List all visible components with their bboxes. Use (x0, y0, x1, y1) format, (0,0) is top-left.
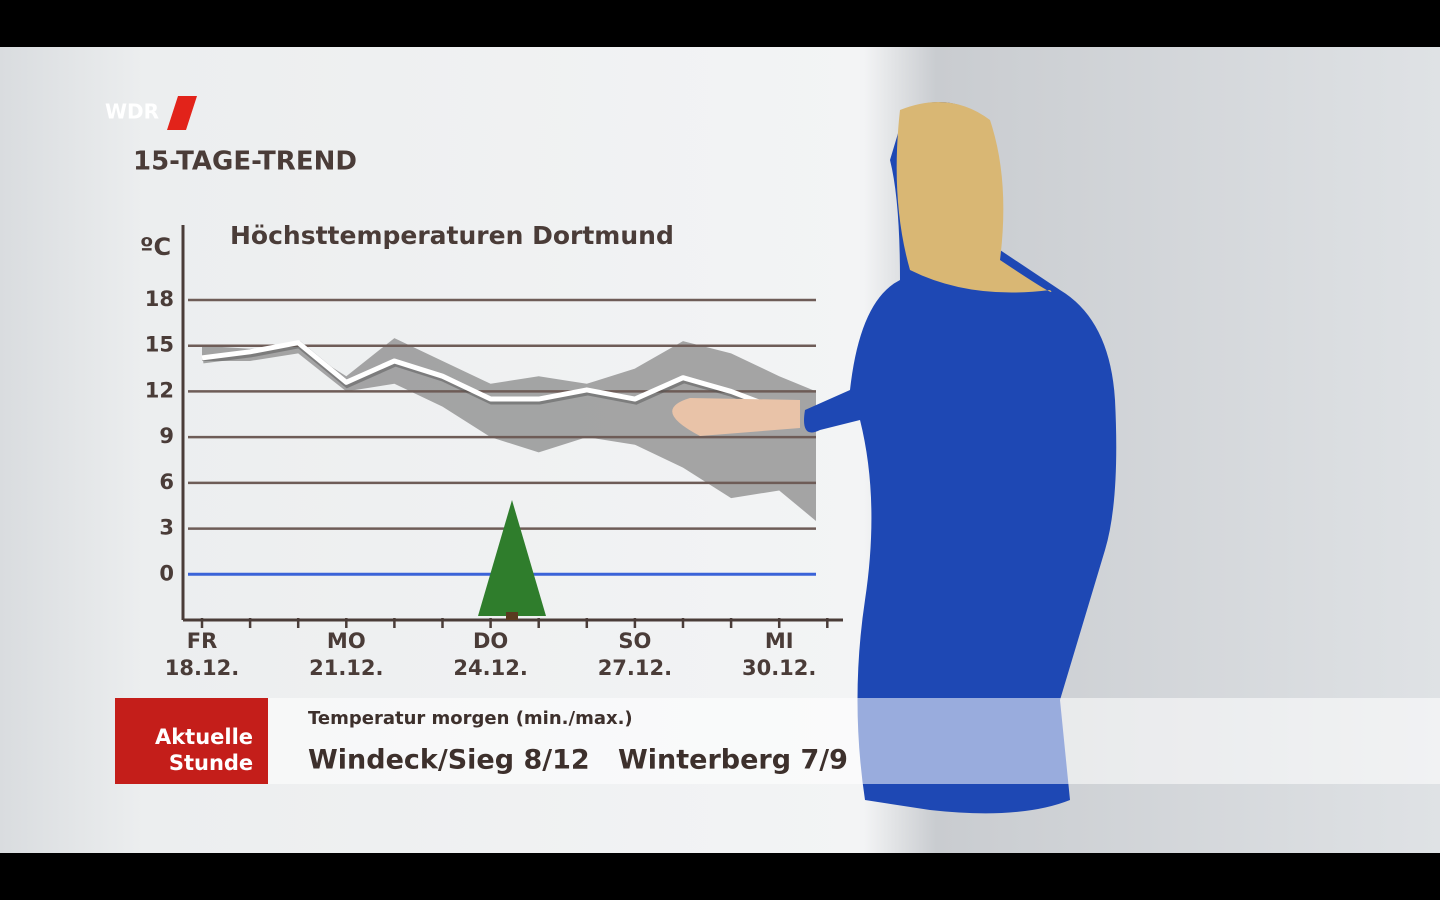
x-tick-date: 21.12. (309, 656, 383, 680)
y-tick-label: 6 (159, 470, 174, 494)
x-tick-label: FR (187, 629, 218, 653)
section-title: 15-TAGE-TREND (133, 147, 357, 177)
show-name: Stunde (169, 751, 253, 775)
ticker-heading: Temperatur morgen (min./max.) (308, 708, 633, 729)
logo: WDR (105, 96, 197, 130)
letterbox-top (0, 0, 1440, 47)
y-tick-label: 18 (145, 287, 174, 311)
x-tick-date: 24.12. (453, 656, 527, 680)
x-tick-label: MO (327, 629, 366, 653)
letterbox-bottom (0, 853, 1440, 900)
ticker-item: Winterberg 7/9 (618, 745, 848, 776)
presenter (672, 102, 1117, 814)
ticker-item: Windeck/Sieg 8/12 (308, 745, 590, 776)
chart: 0 3 6 9 12 15 18 FR 18.12. MO 21.12. DO 24.12. SO 27.1… (145, 225, 843, 680)
presenter-hand (672, 398, 800, 436)
show-badge (115, 698, 268, 784)
x-tick-date: 27.12. (598, 656, 672, 680)
presenter-hair (896, 102, 1052, 293)
x-tick-label: MI (765, 629, 794, 653)
y-tick-label: 12 (145, 378, 174, 402)
y-tick-label: 9 (159, 424, 174, 448)
x-tick-date: 18.12. (165, 656, 239, 680)
temperature-line (201, 340, 781, 413)
show-name: Aktuelle (155, 725, 253, 749)
ticker: Aktuelle Stunde Temperatur morgen (min./… (115, 698, 1440, 784)
chart-title: Höchsttemperaturen Dortmund (230, 221, 674, 250)
x-tick-label: DO (473, 629, 508, 653)
ticker-bar (268, 698, 1440, 784)
logo-mark (167, 96, 197, 130)
x-tick-label: SO (618, 629, 651, 653)
logo-text: WDR (105, 100, 159, 124)
tree (478, 500, 546, 616)
presenter-figure (804, 102, 1117, 814)
x-tick-date: 30.12. (742, 656, 816, 680)
y-axis-label: ºC (140, 233, 171, 261)
y-tick-label: 3 (159, 516, 174, 540)
y-tick-label: 0 (159, 561, 174, 585)
y-tick-label: 15 (145, 333, 174, 357)
tree-trunk (506, 612, 518, 620)
